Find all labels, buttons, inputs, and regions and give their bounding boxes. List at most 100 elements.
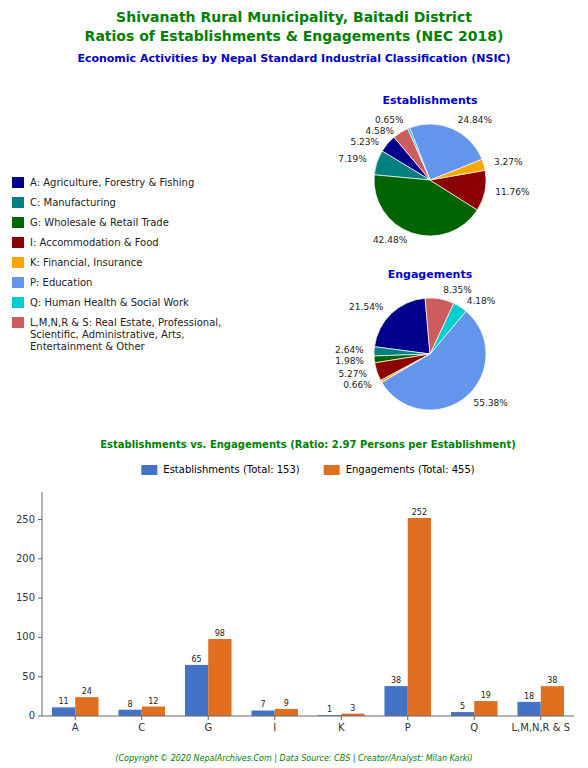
- pie-slice: [394, 129, 430, 180]
- pie-label: 11.76%: [495, 187, 530, 197]
- x-tick: [407, 716, 408, 720]
- legend-entry: K: Financial, Insurance: [30, 257, 142, 268]
- bar: [517, 702, 540, 716]
- legend-entry: C: Manufacturing: [30, 197, 116, 208]
- x-tick: [474, 716, 475, 720]
- legend-entry: L,M,N,R & S: Real Estate, Professional,S…: [30, 317, 221, 352]
- pie-label: 8.35%: [443, 285, 472, 295]
- legend: A: Agriculture, Forestry & Fishing C: Man…: [12, 177, 221, 352]
- pie-label: 21.54%: [349, 302, 384, 312]
- y-tick: [38, 598, 42, 599]
- pie-slice: [410, 124, 482, 180]
- bar: [384, 686, 407, 716]
- pie: Engagements 21.54% 2.64%1.98% 5.27%0.66% 55.…: [335, 268, 508, 410]
- legend-swatch: [12, 237, 24, 248]
- data-label: 38: [547, 676, 557, 685]
- footer: (Copyright © 2020 NepalArchives.Com | Da…: [115, 754, 472, 763]
- bar: [275, 709, 298, 716]
- y-tick: [38, 637, 42, 638]
- bar: [75, 697, 98, 716]
- x-tick: [540, 716, 541, 720]
- data-label: 19: [481, 691, 491, 700]
- y-tick: [38, 676, 42, 677]
- legend-swatch: [12, 297, 24, 308]
- x-tick-label: Q: [470, 722, 478, 733]
- pie-label: 0.66%: [343, 380, 372, 390]
- legend-entry: I: Accommodation & Food: [30, 237, 159, 248]
- bar-chart: Establishments vs. Engagements (Ratio: 2…: [16, 439, 574, 733]
- pie-title: Engagements: [388, 268, 473, 281]
- x-tick: [208, 716, 209, 720]
- y-tick-label: 50: [22, 671, 35, 682]
- pie-label: 42.48%: [373, 235, 408, 245]
- y-tick: [38, 558, 42, 559]
- bar: [142, 707, 165, 716]
- pie-title: Establishments: [382, 94, 478, 107]
- x-tick-label: L,M,N,R & S: [511, 722, 570, 733]
- legend-swatch: [12, 317, 24, 328]
- pie-label: 55.38%: [474, 398, 509, 408]
- bar: [474, 701, 497, 716]
- data-label: 11: [59, 697, 69, 706]
- y-tick: [38, 519, 42, 520]
- y-tick: [38, 716, 42, 717]
- x-tick-label: P: [405, 722, 411, 733]
- x-tick-label: K: [338, 722, 345, 733]
- data-label: 38: [391, 676, 401, 685]
- pie-label: 4.58%: [366, 126, 395, 136]
- data-label: 98: [215, 629, 225, 638]
- pie-label: 5.23%: [350, 137, 379, 147]
- legend-swatch: [324, 465, 340, 475]
- legend-entry: Q: Human Health & Social Work: [30, 297, 189, 308]
- pie-label: 1.98%: [335, 356, 364, 366]
- x-tick-label: I: [273, 722, 276, 733]
- legend-entry: P: Education: [30, 277, 92, 288]
- data-label: 3: [350, 704, 355, 713]
- legend-swatch: [12, 277, 24, 288]
- y-tick-label: 100: [16, 631, 35, 642]
- subtitle: Economic Activities by Nepal Standard In…: [77, 52, 510, 65]
- pie-label: 4.18%: [467, 296, 496, 306]
- data-label: 5: [460, 702, 465, 711]
- legend-swatch: [12, 257, 24, 268]
- title: Shivanath Rural Municipality, Baitadi Di…: [116, 9, 472, 25]
- x-tick: [141, 716, 142, 720]
- data-label: 18: [524, 692, 534, 701]
- legend-swatch: [12, 217, 24, 228]
- bar: [251, 710, 274, 716]
- data-label: 1: [327, 705, 332, 714]
- legend-entry: Establishments (Total: 153): [163, 464, 299, 475]
- x-tick: [75, 716, 76, 720]
- bar: [118, 710, 141, 716]
- y-tick-label: 0: [29, 710, 35, 721]
- x-tick: [341, 716, 342, 720]
- data-label: 24: [82, 687, 92, 696]
- y-tick-label: 200: [16, 553, 35, 564]
- legend-swatch: [12, 177, 24, 188]
- bar: [451, 712, 474, 716]
- bar-title: Establishments vs. Engagements (Ratio: 2…: [100, 439, 516, 450]
- x-tick-label: G: [204, 722, 212, 733]
- pie-label: 0.65%: [375, 115, 404, 125]
- data-label: 7: [261, 700, 266, 709]
- data-label: 12: [148, 697, 158, 706]
- y-axis: [42, 492, 43, 716]
- data-labels: 118657138518241298932521938: [59, 508, 558, 714]
- title: Ratios of Establishments & Engagements (…: [85, 28, 504, 44]
- pie: Establishments5.23%7.19%42.48%11.76%3.27…: [338, 94, 530, 245]
- pie-label: 5.27%: [338, 369, 367, 379]
- bar: [185, 665, 208, 716]
- chart: Shivanath Rural Municipality, Baitadi Di…: [0, 0, 588, 768]
- legend-swatch: [141, 465, 157, 475]
- pie-label: 3.27%: [494, 157, 523, 167]
- legend-entry: Engagements (Total: 455): [346, 464, 475, 475]
- y-tick-label: 150: [16, 592, 35, 603]
- data-label: 65: [192, 655, 202, 664]
- x-tick-label: A: [72, 722, 79, 733]
- pie-slice: [425, 298, 454, 354]
- legend-swatch: [12, 197, 24, 208]
- legend-entry: A: Agriculture, Forestry & Fishing: [30, 177, 194, 188]
- pie-label: 2.64%: [335, 345, 364, 355]
- bar: [208, 639, 231, 716]
- x-tick-label: C: [138, 722, 145, 733]
